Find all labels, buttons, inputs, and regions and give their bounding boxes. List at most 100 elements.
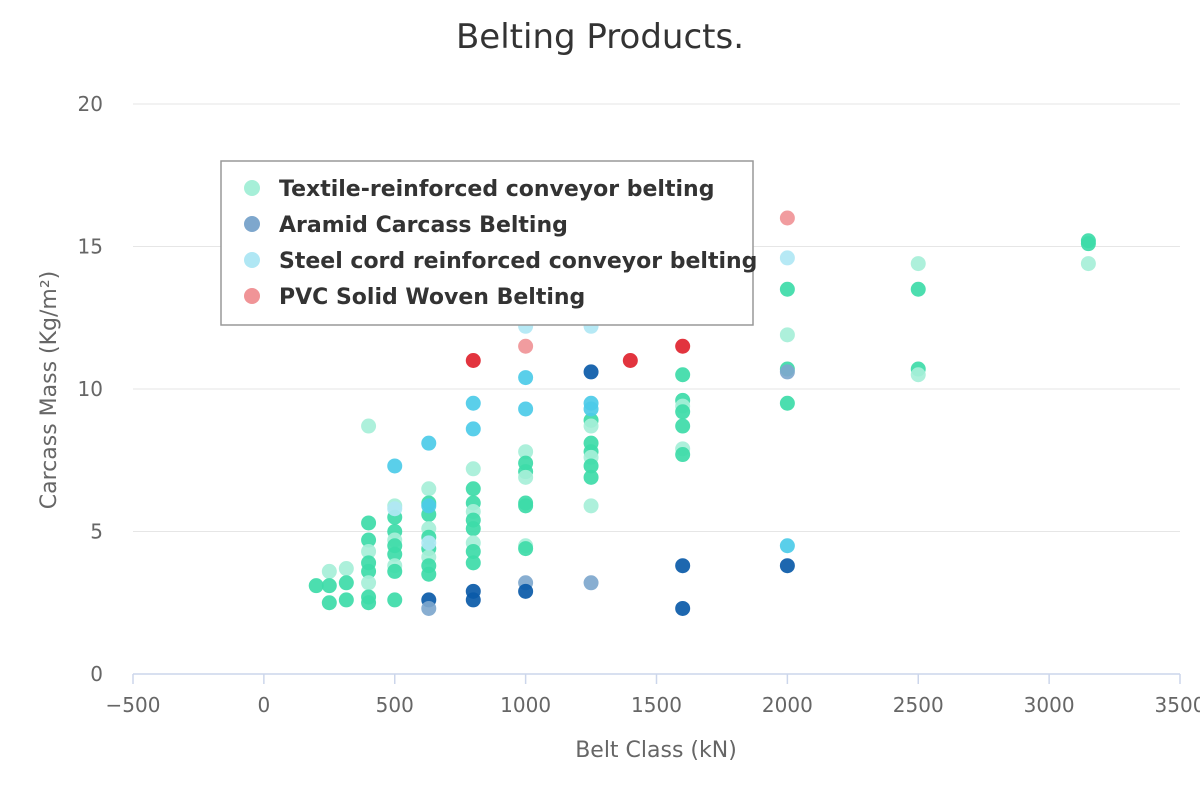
data-point[interactable] bbox=[361, 543, 377, 559]
data-point[interactable] bbox=[779, 395, 795, 411]
data-point[interactable] bbox=[361, 595, 377, 611]
data-point[interactable] bbox=[338, 592, 354, 608]
data-point[interactable] bbox=[361, 515, 377, 531]
data-point[interactable] bbox=[465, 543, 481, 559]
data-point[interactable] bbox=[308, 578, 324, 594]
legend-marker bbox=[244, 216, 260, 232]
data-point[interactable] bbox=[321, 563, 337, 579]
data-point[interactable] bbox=[465, 395, 481, 411]
data-point[interactable] bbox=[465, 481, 481, 497]
legend-marker bbox=[244, 180, 260, 196]
data-point[interactable] bbox=[1080, 236, 1096, 252]
data-point[interactable] bbox=[583, 401, 599, 417]
data-point[interactable] bbox=[910, 281, 926, 297]
chart-title: Belting Products. bbox=[456, 17, 744, 57]
data-point[interactable] bbox=[675, 558, 691, 574]
data-point[interactable] bbox=[583, 498, 599, 514]
data-point[interactable] bbox=[518, 444, 534, 460]
data-point[interactable] bbox=[518, 541, 534, 557]
data-point[interactable] bbox=[421, 481, 437, 497]
data-point[interactable] bbox=[361, 563, 377, 579]
x-tick-label: 1500 bbox=[631, 693, 682, 717]
legend-label: PVC Solid Woven Belting bbox=[279, 285, 585, 310]
legend-item[interactable]: PVC Solid Woven Belting bbox=[244, 285, 585, 310]
data-point[interactable] bbox=[583, 418, 599, 434]
data-point[interactable] bbox=[675, 338, 691, 354]
y-tick-label: 0 bbox=[90, 662, 103, 686]
data-point[interactable] bbox=[421, 600, 437, 616]
data-point[interactable] bbox=[518, 583, 534, 599]
data-point[interactable] bbox=[779, 558, 795, 574]
data-point[interactable] bbox=[361, 575, 377, 591]
data-point[interactable] bbox=[338, 561, 354, 577]
data-point[interactable] bbox=[518, 370, 534, 386]
data-point[interactable] bbox=[421, 498, 437, 514]
data-point[interactable] bbox=[910, 256, 926, 272]
data-point[interactable] bbox=[779, 327, 795, 343]
data-point[interactable] bbox=[361, 418, 377, 434]
legend-label: Textile-reinforced conveyor belting bbox=[279, 177, 714, 202]
series-3 bbox=[387, 250, 795, 554]
data-point[interactable] bbox=[465, 461, 481, 477]
data-point[interactable] bbox=[518, 338, 534, 354]
y-tick-label: 10 bbox=[78, 377, 103, 401]
data-point[interactable] bbox=[910, 367, 926, 383]
data-point[interactable] bbox=[583, 458, 599, 474]
data-point[interactable] bbox=[675, 367, 691, 383]
data-point[interactable] bbox=[1080, 256, 1096, 272]
data-point[interactable] bbox=[387, 563, 403, 579]
data-point[interactable] bbox=[583, 575, 599, 591]
legend-item[interactable]: Textile-reinforced conveyor belting bbox=[244, 177, 714, 202]
data-point[interactable] bbox=[779, 250, 795, 266]
legend-marker bbox=[244, 288, 260, 304]
data-point[interactable] bbox=[421, 435, 437, 451]
data-point[interactable] bbox=[465, 353, 481, 368]
legend-item[interactable]: Steel cord reinforced conveyor belting bbox=[244, 249, 757, 274]
series-1 bbox=[308, 233, 1096, 611]
y-tick-label: 15 bbox=[78, 235, 103, 259]
x-tick-label: 0 bbox=[258, 693, 271, 717]
x-tick-label: 2000 bbox=[762, 693, 813, 717]
data-point[interactable] bbox=[387, 501, 403, 517]
data-point[interactable] bbox=[465, 521, 481, 537]
x-tick-label: 1000 bbox=[500, 693, 551, 717]
data-point[interactable] bbox=[779, 364, 795, 380]
data-point[interactable] bbox=[675, 418, 691, 434]
data-point[interactable] bbox=[675, 447, 691, 463]
data-point[interactable] bbox=[675, 600, 691, 616]
data-point[interactable] bbox=[361, 532, 377, 548]
data-point[interactable] bbox=[518, 469, 534, 485]
data-point[interactable] bbox=[421, 535, 437, 551]
data-point[interactable] bbox=[675, 404, 691, 420]
data-point[interactable] bbox=[465, 592, 481, 608]
data-point[interactable] bbox=[518, 498, 534, 514]
data-point[interactable] bbox=[338, 575, 354, 591]
y-tick-label: 20 bbox=[78, 92, 103, 116]
x-tick-label: 2500 bbox=[893, 693, 944, 717]
data-point[interactable] bbox=[465, 421, 481, 437]
data-point[interactable] bbox=[583, 469, 599, 485]
data-point[interactable] bbox=[518, 401, 534, 417]
x-axis-label: Belt Class (kN) bbox=[575, 738, 737, 763]
data-point[interactable] bbox=[779, 281, 795, 297]
series-4 bbox=[465, 210, 795, 368]
data-point[interactable] bbox=[622, 353, 638, 368]
legend-item[interactable]: Aramid Carcass Belting bbox=[244, 213, 568, 238]
legend[interactable]: Textile-reinforced conveyor belting Arami… bbox=[220, 160, 757, 326]
data-point[interactable] bbox=[421, 566, 437, 582]
data-point[interactable] bbox=[387, 546, 403, 562]
data-point[interactable] bbox=[465, 555, 481, 571]
data-point[interactable] bbox=[779, 538, 795, 554]
legend-box bbox=[220, 160, 754, 326]
data-point[interactable] bbox=[583, 364, 599, 380]
data-point[interactable] bbox=[779, 210, 795, 226]
legend-marker bbox=[244, 252, 260, 268]
data-point[interactable] bbox=[321, 595, 337, 611]
data-point[interactable] bbox=[387, 592, 403, 608]
data-point[interactable] bbox=[321, 578, 337, 594]
y-tick-label: 5 bbox=[90, 520, 103, 544]
data-point[interactable] bbox=[387, 458, 403, 474]
